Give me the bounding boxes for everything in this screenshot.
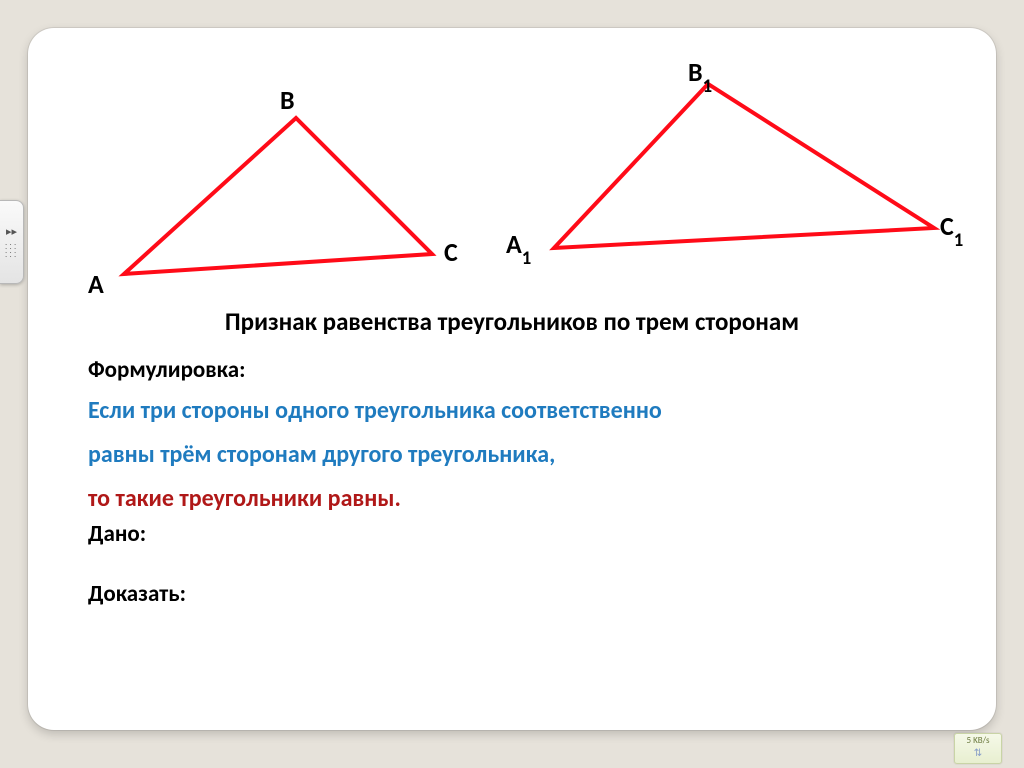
vertex-label-b1: B1 (688, 56, 712, 93)
label-dano: Дано: (88, 520, 936, 548)
side-panel-expand-tab[interactable]: ▸▸ ∙∙∙∙∙∙∙∙∙∙∙∙ (0, 200, 24, 284)
text: C (940, 210, 954, 242)
vertex-label-c1: C1 (940, 210, 963, 247)
label-formulirovka: Формулировка: (88, 356, 936, 384)
slide-card: A B C A1 B1 C1 Признак равенства треугол… (28, 28, 996, 730)
subscript: 1 (522, 247, 531, 270)
network-speed-badge[interactable]: 5 KB/s ⇅ (954, 733, 1002, 764)
grip-dots-icon: ∙∙∙∙∙∙∙∙∙∙∙∙ (5, 243, 19, 259)
vertex-label-a1: A1 (506, 228, 531, 265)
theorem-conclusion: то такие треугольники равны. (88, 484, 936, 513)
vertex-label-a: A (88, 268, 104, 300)
triangle-abc (88, 88, 458, 288)
text: B (688, 56, 703, 88)
text: A (506, 228, 522, 260)
vertex-label-b: B (280, 84, 295, 116)
network-icon: ⇅ (955, 747, 1001, 759)
desktop-background: A B C A1 B1 C1 Признак равенства треугол… (0, 0, 1024, 768)
label-dokazat: Доказать: (88, 580, 936, 608)
theorem-title: Признак равенства треугольников по трем … (68, 306, 956, 337)
subscript: 1 (954, 229, 963, 252)
theorem-hypothesis-1: Если три стороны одного треугольника соо… (88, 396, 936, 425)
theorem-hypothesis-2: равны трём сторонам другого треугольника… (88, 440, 936, 469)
slide-content: A B C A1 B1 C1 Признак равенства треугол… (28, 28, 996, 730)
chevron-right-icon: ▸▸ (6, 226, 17, 237)
subscript: 1 (703, 75, 712, 98)
triangle-a1b1c1 (518, 68, 948, 268)
vertex-label-c: C (444, 236, 458, 268)
